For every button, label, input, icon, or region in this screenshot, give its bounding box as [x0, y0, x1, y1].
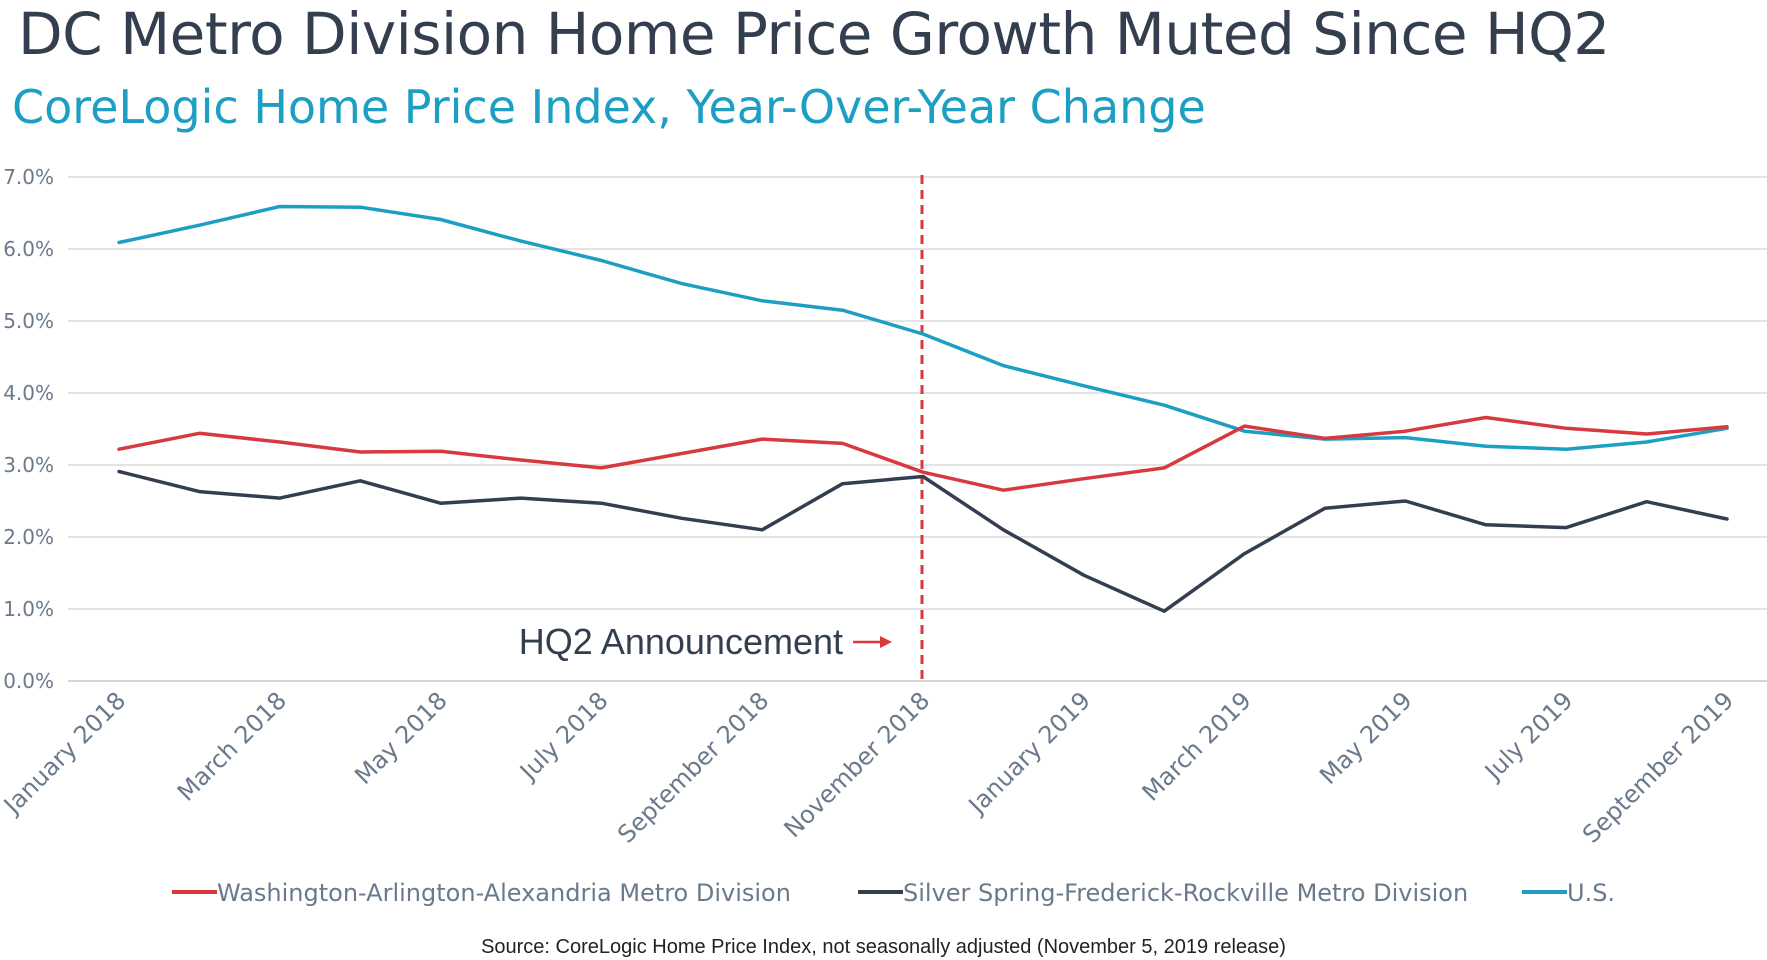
- x-tick-label: May 2018: [349, 686, 452, 789]
- series-line-1: [117, 415, 1729, 492]
- y-tick-label: 1.0%: [3, 597, 54, 621]
- annotation-label: HQ2 Announcement: [519, 621, 843, 662]
- y-tick-label: 4.0%: [3, 381, 54, 405]
- y-tick-label: 2.0%: [3, 525, 54, 549]
- source-note: Source: CoreLogic Home Price Index, not …: [481, 936, 1286, 958]
- y-tick-label: 5.0%: [3, 309, 54, 333]
- annotation-layer: HQ2 Announcement: [519, 175, 924, 681]
- gridlines: [68, 176, 1767, 682]
- annotation-arrow-head: [880, 636, 892, 648]
- x-tick-label: March 2018: [172, 686, 292, 806]
- y-tick-label: 3.0%: [3, 453, 54, 477]
- series-line-2: [117, 469, 1729, 613]
- x-tick-label: November 2018: [779, 686, 936, 843]
- x-tick-label: July 2019: [1478, 686, 1578, 786]
- chart-title: DC Metro Division Home Price Growth Mute…: [18, 0, 1610, 68]
- y-tick-label: 7.0%: [3, 165, 54, 189]
- x-tick-label: September 2018: [612, 686, 774, 848]
- series-layer: [117, 204, 1729, 613]
- chart-subtitle: CoreLogic Home Price Index, Year-Over-Ye…: [12, 80, 1206, 134]
- x-tick-label: January 2019: [962, 686, 1096, 820]
- line-chart: 0.0% 1.0% 2.0% 3.0% 4.0% 5.0% 6.0% 7.0% January…: [0, 165, 1767, 907]
- y-tick-label: 0.0%: [3, 669, 54, 693]
- series-line-3: [117, 204, 1729, 451]
- legend-label-1: Washington-Arlington-Alexandria Metro Di…: [217, 879, 791, 907]
- x-tick-label: July 2018: [513, 686, 613, 786]
- x-tick-label: September 2019: [1577, 686, 1739, 848]
- y-tick-label: 6.0%: [3, 237, 54, 261]
- legend: Washington-Arlington-Alexandria Metro Di…: [172, 879, 1615, 907]
- legend-label-2: Silver Spring-Frederick-Rockville Metro …: [903, 879, 1468, 907]
- y-axis-ticks: 0.0% 1.0% 2.0% 3.0% 4.0% 5.0% 6.0% 7.0%: [3, 165, 54, 693]
- x-tick-label: May 2019: [1314, 686, 1417, 789]
- x-tick-label: March 2019: [1137, 686, 1257, 806]
- x-tick-label: January 2018: [0, 686, 131, 820]
- x-axis-ticks: January 2018 March 2018 May 2018 July 2018S…: [0, 686, 1739, 848]
- legend-label-3: U.S.: [1567, 879, 1615, 907]
